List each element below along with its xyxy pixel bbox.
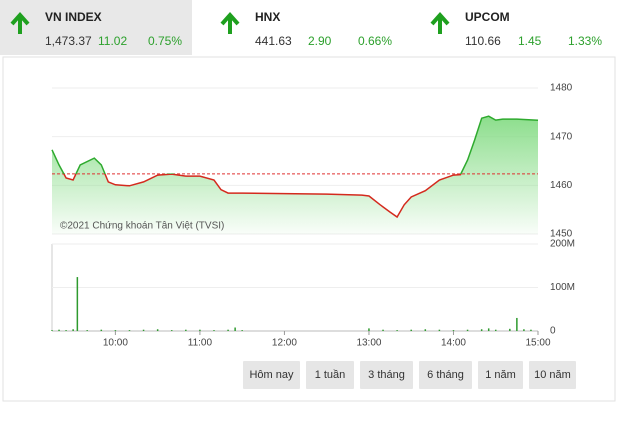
- volume-bar: [86, 330, 88, 331]
- index-change: 11.02: [98, 34, 127, 48]
- button-bg: [243, 361, 300, 389]
- button-label[interactable]: Hôm nay: [249, 369, 294, 381]
- range-button[interactable]: 3 tháng: [360, 361, 413, 389]
- index-value: 110.66: [465, 34, 501, 48]
- y-tick-label: 100M: [550, 282, 575, 293]
- button-label[interactable]: 1 tuần: [315, 369, 346, 381]
- index-change: 2.90: [308, 34, 332, 48]
- volume-bar: [523, 329, 525, 331]
- volume-bar: [72, 329, 74, 331]
- volume-bar: [100, 329, 103, 331]
- price-line: [51, 115, 539, 219]
- y-tick-label: 200M: [550, 239, 575, 250]
- volume-bar: [227, 329, 229, 331]
- x-tick-label: 11:00: [188, 338, 213, 349]
- volume-bar: [213, 330, 215, 331]
- up-arrow: [220, 11, 240, 34]
- up-arrow: [430, 11, 450, 34]
- index-percent: 0.66%: [358, 34, 392, 48]
- volume-bar: [185, 329, 187, 331]
- volume-bar: [142, 329, 145, 331]
- volume-bar: [480, 329, 483, 331]
- volume-bar: [156, 329, 159, 331]
- button-label[interactable]: 1 năm: [485, 369, 516, 381]
- y-tick-label: 1460: [550, 180, 573, 191]
- volume-bar: [234, 327, 236, 331]
- volume-bar: [396, 330, 398, 331]
- index-value: 1,473.37: [45, 34, 92, 48]
- volume-bar: [487, 328, 490, 331]
- index-change: 1.45: [518, 34, 542, 48]
- button-bg: [419, 361, 472, 389]
- volume-bar: [368, 328, 370, 331]
- volume-bar: [58, 329, 60, 331]
- range-button[interactable]: 1 tuần: [306, 361, 354, 389]
- button-bg: [360, 361, 413, 389]
- x-tick-label: 14:00: [441, 338, 466, 349]
- index-percent: 0.75%: [148, 34, 182, 48]
- volume-bar: [65, 330, 67, 331]
- y-tick-label: 1450: [550, 229, 573, 240]
- volume-bar: [410, 329, 412, 331]
- range-button[interactable]: 10 năm: [529, 361, 576, 389]
- button-label[interactable]: 10 năm: [534, 369, 571, 381]
- up-arrow: [10, 11, 30, 34]
- y-tick-label: 0: [550, 326, 556, 337]
- volume-bar: [530, 329, 532, 331]
- volume-bar: [76, 277, 79, 331]
- button-bg: [529, 361, 576, 389]
- index-box-active: [0, 0, 192, 55]
- area-fill: [52, 116, 538, 234]
- index-name: HNX: [255, 10, 280, 24]
- x-tick-label: 10:00: [103, 338, 128, 349]
- volume-bar: [438, 329, 441, 331]
- index-name: UPCOM: [465, 10, 510, 24]
- volume-bar: [128, 330, 131, 331]
- x-tick-label: 12:00: [272, 338, 297, 349]
- button-bg: [306, 361, 354, 389]
- volume-bar: [114, 330, 117, 331]
- index-percent: 1.33%: [568, 34, 602, 48]
- volume-bar: [516, 317, 518, 331]
- range-button[interactable]: 6 tháng: [419, 361, 472, 389]
- index-value: 441.63: [255, 34, 292, 48]
- range-button[interactable]: Hôm nay: [243, 361, 300, 389]
- volume-bar: [424, 329, 427, 331]
- volume-bar: [199, 329, 201, 331]
- volume-bar: [241, 330, 243, 331]
- volume-bar: [452, 330, 455, 331]
- range-button[interactable]: 1 năm: [478, 361, 523, 389]
- volume-bar: [509, 328, 511, 331]
- button-label[interactable]: 3 tháng: [368, 369, 405, 381]
- y-tick-label: 1470: [550, 131, 573, 142]
- x-tick-label: 13:00: [356, 338, 381, 349]
- y-tick-label: 1480: [550, 83, 573, 94]
- volume-bar: [170, 330, 173, 331]
- volume-bar: [382, 329, 384, 331]
- x-tick-label: 15:00: [525, 338, 550, 349]
- volume-bar: [466, 329, 469, 331]
- button-bg: [478, 361, 523, 389]
- button-label[interactable]: 6 tháng: [427, 369, 464, 381]
- volume-bar: [51, 330, 53, 331]
- index-name: VN INDEX: [45, 10, 102, 24]
- volume-bar: [494, 329, 497, 331]
- annotation: ©2021 Chứng khoán Tân Việt (TVSI): [60, 221, 224, 232]
